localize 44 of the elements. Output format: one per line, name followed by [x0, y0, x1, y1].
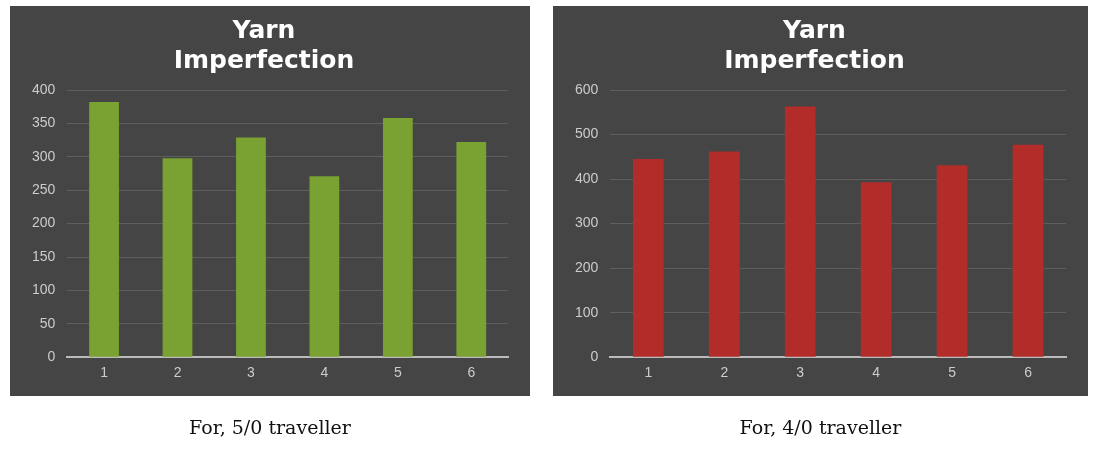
bar	[708, 151, 740, 357]
y-tick-label: 400	[32, 80, 56, 97]
x-tick-label: 5	[948, 364, 957, 381]
bar	[162, 158, 193, 357]
y-tick-label: 50	[39, 314, 56, 331]
y-tick-label: 100	[575, 303, 599, 320]
y-tick-label: 200	[575, 258, 599, 275]
y-tick-label: 300	[575, 214, 599, 231]
x-tick-label: 2	[173, 364, 182, 381]
x-tick-label: 6	[467, 364, 476, 381]
x-tick-label: 3	[796, 364, 805, 381]
y-tick-label: 400	[575, 169, 599, 186]
x-tick-label: 4	[320, 364, 329, 381]
y-tick-label: 600	[575, 80, 599, 97]
chart-title: Yarn Imperfection	[724, 14, 905, 74]
bar	[784, 106, 816, 357]
bar	[632, 159, 664, 357]
bar	[860, 182, 892, 357]
x-tick-label: 1	[100, 364, 109, 381]
x-tick-label: 1	[644, 364, 653, 381]
y-tick-label: 0	[590, 348, 599, 365]
bar	[456, 142, 487, 357]
bar	[89, 102, 119, 357]
y-tick-label: 250	[32, 181, 56, 198]
x-tick-label: 4	[872, 364, 881, 381]
y-tick-label: 150	[32, 247, 56, 264]
bar	[936, 165, 968, 357]
x-tick-label: 3	[247, 364, 256, 381]
text: For, 4/0 traveller	[738, 416, 903, 438]
y-tick-label: 100	[32, 281, 56, 298]
text: For, 5/0 traveller	[188, 416, 352, 438]
bar	[236, 137, 266, 357]
y-tick-label: 300	[32, 147, 56, 164]
bar	[309, 176, 340, 357]
bar	[1012, 144, 1044, 357]
y-tick-label: 0	[47, 348, 56, 365]
y-tick-label: 500	[575, 125, 599, 142]
x-tick-label: 2	[720, 364, 729, 381]
y-tick-label: 200	[32, 214, 56, 231]
y-tick-label: 350	[32, 114, 56, 131]
bar	[382, 118, 413, 357]
x-tick-label: 6	[1024, 364, 1033, 381]
x-tick-label: 5	[393, 364, 402, 381]
chart-title: Yarn Imperfection	[173, 14, 355, 74]
